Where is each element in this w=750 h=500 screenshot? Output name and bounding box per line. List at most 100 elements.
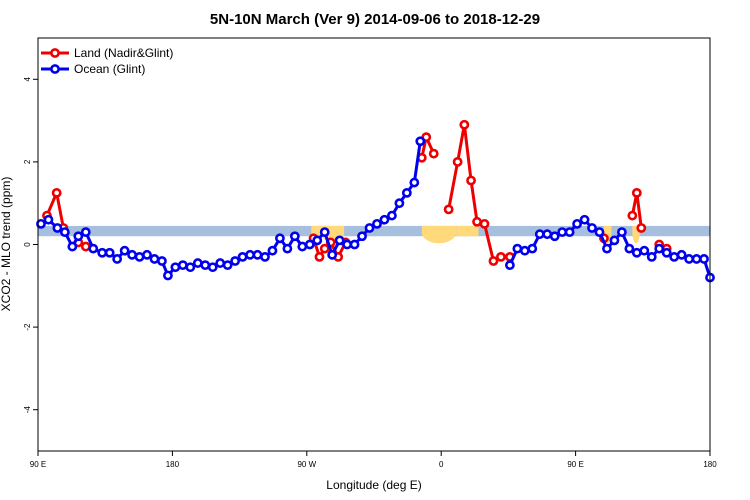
land-nadir-glint-point <box>319 243 330 254</box>
ocean-glint-point <box>394 198 405 209</box>
ocean-glint-point <box>334 235 345 246</box>
land-nadir-glint-point <box>631 187 642 198</box>
ocean-glint-point <box>304 239 315 250</box>
ocean-glint-point <box>127 249 137 260</box>
x-tick-label: 180 <box>166 460 180 469</box>
ocean-glint-point <box>170 262 181 273</box>
ocean-glint-point <box>282 243 293 254</box>
ocean-glint-point <box>624 243 635 254</box>
ocean-glint-point <box>401 187 412 198</box>
ocean-glint-point <box>134 251 145 262</box>
ocean-glint-point <box>36 218 46 229</box>
chart-title: 5N-10N March (Ver 9) 2014-09-06 to 2018-… <box>210 11 540 28</box>
ocean-glint-point <box>297 241 308 252</box>
y-tick-label: -2 <box>23 323 32 331</box>
land-nadir-glint-point <box>80 241 91 252</box>
legend-label: Land (Nadir&Glint) <box>74 46 173 60</box>
ocean-glint-point <box>519 245 530 256</box>
ocean-glint-point <box>364 223 375 233</box>
ocean-glint-point <box>646 251 657 262</box>
ocean-glint-point <box>379 214 390 225</box>
ocean-glint-point <box>319 227 330 238</box>
ocean-glint-point <box>564 227 575 238</box>
ocean-band <box>38 225 710 237</box>
legend-label: Ocean (Glint) <box>74 62 145 76</box>
ocean-glint-point <box>289 231 300 242</box>
legend-marker <box>50 64 60 74</box>
ocean-glint-point <box>73 231 84 242</box>
ocean-glint-line <box>40 141 422 277</box>
ocean-glint-point <box>267 245 278 256</box>
land-nadir-glint-point <box>472 216 482 227</box>
land-nadir-glint-point <box>428 148 439 159</box>
y-axis: -4 -2 0 2 4 <box>23 77 38 414</box>
land-nadir-glint-point <box>51 187 62 198</box>
ocean-glint-point <box>669 251 680 262</box>
ocean-glint-point <box>512 243 523 254</box>
ocean-glint-point <box>43 214 54 225</box>
x-tick-label: 90 E <box>30 460 46 469</box>
ocean-glint-point <box>177 260 188 271</box>
ocean-glint-point <box>59 227 70 238</box>
land-nadir-glint-point <box>443 204 454 215</box>
ocean-glint-point <box>616 227 627 238</box>
land-nadir-glint-point <box>488 256 499 266</box>
ocean-glint-point <box>215 258 226 268</box>
y-tick-label: -4 <box>23 406 32 414</box>
ocean-glint-point <box>275 233 285 244</box>
land-nadir-glint-line <box>447 123 510 263</box>
ocean-glint-point <box>149 254 160 264</box>
land-nadir-glint-line <box>630 191 643 229</box>
land-nadir-glint-point <box>452 156 463 167</box>
land-nadir-glint-point <box>496 251 506 262</box>
ocean-glint-point <box>557 227 568 238</box>
y-tick-label: 0 <box>23 242 32 247</box>
ocean-glint-point <box>691 254 702 264</box>
ocean-glint-point <box>157 256 167 266</box>
y-tick-label: 2 <box>23 159 32 164</box>
land-nadir-glint-point <box>627 210 638 221</box>
ocean-glint-point <box>504 260 515 271</box>
y-axis-label: XCO2 - MLO trend (ppm) <box>0 177 13 312</box>
ocean-glint-point <box>609 235 620 246</box>
ocean-glint-point <box>119 245 130 256</box>
ocean-glint-point <box>342 239 353 250</box>
ocean-glint-point <box>104 247 115 258</box>
ocean-glint-point <box>200 260 211 271</box>
x-tick-label: 0 <box>439 460 444 469</box>
ocean-glint-point <box>527 243 538 254</box>
x-axis-label: Longitude (deg E) <box>326 478 421 492</box>
land-nadir-glint-point <box>466 175 476 186</box>
ocean-glint-point <box>88 243 99 254</box>
x-tick-label: 90 W <box>297 460 316 469</box>
ocean-glint-point <box>245 249 255 260</box>
ocean-glint-point <box>192 258 203 268</box>
land-band-segment <box>456 225 479 237</box>
ocean-glint-point <box>699 254 709 264</box>
ocean-glint-point <box>579 214 590 225</box>
ocean-glint-point <box>327 249 338 260</box>
land-band-segment <box>311 225 322 237</box>
land-nadir-glint-point <box>636 223 647 233</box>
x-tick-label: 90 E <box>567 460 583 469</box>
legend: Land (Nadir&Glint) Ocean (Glint) <box>41 46 173 76</box>
ocean-glint-point <box>222 260 233 271</box>
ocean-glint-point <box>185 262 196 273</box>
ocean-glint-point <box>260 251 270 262</box>
ocean-glint-point <box>237 251 248 262</box>
ocean-glint-point <box>372 218 382 229</box>
ocean-glint-point <box>142 249 152 260</box>
y-tick-label: 4 <box>23 77 32 82</box>
ocean-glint-point <box>549 231 560 242</box>
ocean-glint-point <box>252 249 263 260</box>
ocean-glint-point <box>542 229 553 240</box>
ocean-glint-point <box>684 254 694 264</box>
ocean-glint-point <box>587 223 597 233</box>
ocean-glint-point <box>415 136 426 147</box>
ocean-glint-point <box>572 218 582 229</box>
ocean-glint-point <box>676 249 687 260</box>
ocean-glint-point <box>357 231 367 242</box>
legend-marker <box>50 48 60 58</box>
x-axis: 90 E 180 90 W 0 90 E 180 <box>30 451 717 469</box>
ocean-glint-point <box>207 262 218 273</box>
